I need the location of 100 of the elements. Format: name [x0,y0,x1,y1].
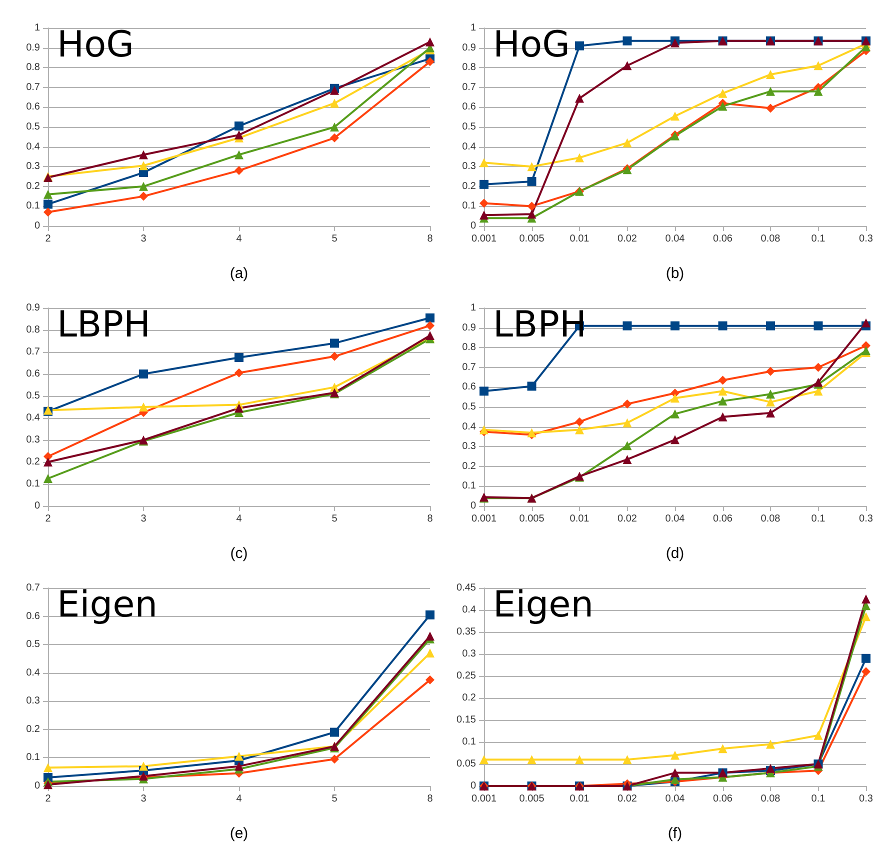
point [670,112,680,121]
point [234,404,244,413]
y-tick-label: 0.5 [26,390,40,402]
x-axis-title: (a) [230,265,248,282]
point [426,675,434,684]
point [862,594,870,604]
point [622,441,632,450]
y-tick-label: 0.4 [462,421,476,432]
point [426,648,434,658]
y-tick-label: 0.1 [26,478,40,490]
chart-title: HoG [57,24,134,66]
x-tick-label: 0.01 [570,794,590,804]
y-tick-label: 0.4 [26,667,40,678]
x-tick-label: 0.08 [760,514,781,524]
y-tick-label: 0.1 [462,736,476,748]
y-tick-label: 0.2 [462,460,476,472]
x-tick-label: 0.04 [665,514,686,524]
y-tick-label: 0.5 [462,402,476,412]
point [575,755,584,764]
y-tick-label: 0.7 [462,362,476,373]
y-tick-label: 0.5 [26,639,40,650]
x-tick-label: 0.005 [519,514,545,524]
point [330,754,339,764]
x-tick-label: 0.04 [665,234,686,244]
point [426,331,434,340]
y-tick-label: 0.3 [26,696,40,707]
y-tick-label: 0.3 [462,161,476,172]
y-tick-label: 0.2 [26,180,40,192]
y-tick-label: 0.4 [26,141,40,152]
y-tick-label: 0 [34,500,40,512]
y-tick-label: 0.6 [26,102,40,113]
chart-title: Eigen [493,584,594,626]
point [766,366,775,376]
x-tick-label: 0.005 [519,794,545,804]
point [527,176,536,186]
point [766,104,775,113]
x-axis-title: (c) [230,545,248,562]
y-tick-label: 0.05 [456,758,476,770]
y-tick-label: 0 [34,780,40,792]
y-tick-label: 0.15 [456,714,476,726]
y-tick-label: 0.9 [26,302,40,314]
point [718,376,728,385]
y-tick-label: 1 [470,22,476,34]
point [814,362,823,372]
point [44,190,52,199]
y-tick-label: 0.6 [462,102,476,113]
point [527,162,536,172]
point [527,755,536,764]
point [862,612,870,622]
point [330,338,339,348]
x-axis-title: (f) [668,825,682,842]
point [330,122,339,132]
point [330,352,339,361]
y-tick-label: 0.6 [26,368,40,380]
x-tick-label: 0.06 [713,794,733,804]
point [139,192,148,201]
point [814,86,823,96]
chart-title: Eigen [57,584,158,626]
x-tick-label: 3 [140,514,147,524]
point [139,161,148,170]
x-tick-label: 0.08 [760,234,781,244]
point [766,86,775,96]
point [139,402,148,412]
x-tick-label: 0.04 [665,794,686,804]
y-tick-label: 0.3 [26,161,40,172]
y-tick-label: 0.4 [26,412,40,424]
y-tick-label: 0.7 [462,82,476,93]
point [718,744,728,754]
point [862,667,870,676]
y-tick-label: 0 [470,500,476,512]
point [575,94,584,103]
point [814,730,823,740]
chart-title: LBPH [493,304,587,346]
point [622,400,632,409]
x-tick-label: 0.3 [859,514,874,524]
x-tick-label: 0.06 [713,514,733,524]
chart-title: HoG [493,24,570,66]
point [426,321,434,330]
point [862,318,870,328]
point [670,409,680,418]
x-tick-label: 0.3 [859,794,874,804]
y-tick-label: 0.8 [26,62,40,74]
y-tick-label: 0.4 [462,604,476,616]
point [234,130,244,140]
x-tick-label: 0.001 [471,794,497,804]
x-tick-label: 8 [427,794,434,804]
y-tick-label: 0.4 [462,141,476,152]
point [330,133,339,142]
y-tick-label: 1 [34,22,40,34]
point [527,202,536,211]
x-tick-label: 0.01 [570,234,590,244]
y-tick-label: 0.2 [462,692,476,704]
x-tick-label: 8 [427,514,434,524]
x-tick-label: 0.06 [713,234,733,244]
point [622,61,632,70]
y-tick-label: 0 [470,780,476,792]
point [575,41,584,50]
x-tick-label: 0.3 [859,234,874,244]
y-tick-label: 0 [34,220,40,232]
point [234,122,244,131]
